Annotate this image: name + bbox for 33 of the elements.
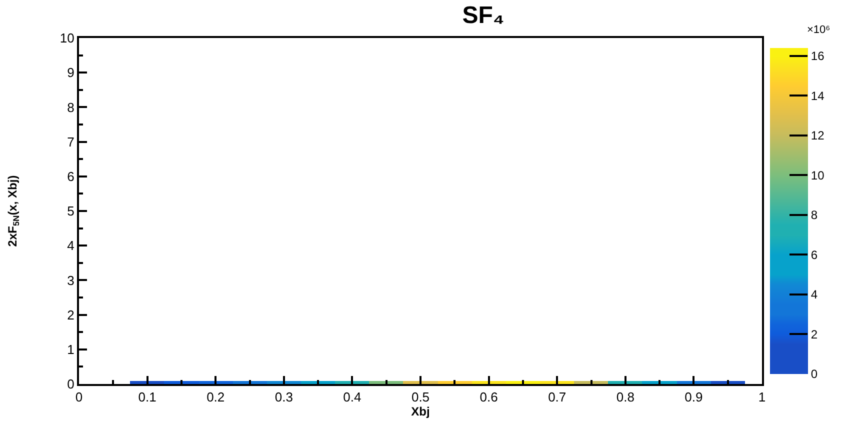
color-bar-label: 10 — [810, 168, 825, 182]
color-bar-label: 16 — [810, 49, 825, 64]
x-tick-label: 0.3 — [274, 390, 293, 405]
y-tick-label: 0 — [67, 376, 74, 392]
color-bar-label: 4 — [810, 288, 818, 302]
y-tick-label: 3 — [67, 272, 74, 288]
x-tick-label: 0.9 — [684, 390, 703, 405]
color-bar-label: 0 — [810, 367, 818, 382]
color-bar-label: 14 — [810, 88, 825, 103]
x-tick-label: 0.6 — [480, 390, 498, 405]
x-tick-label: 0.5 — [411, 390, 430, 405]
x-tick-label: 0.1 — [138, 390, 156, 405]
x-tick-label: 0.2 — [206, 390, 225, 405]
text: ×10⁶ — [807, 24, 830, 36]
y-tick-label: 9 — [67, 65, 74, 80]
y-tick-label: 4 — [67, 238, 74, 254]
x-tick-label: 0.4 — [343, 390, 362, 405]
y-tick-label: 8 — [67, 100, 74, 115]
color-bar-label: 2 — [810, 327, 818, 342]
chart-title: SF₄ — [462, 2, 504, 30]
y-tick-label: 1 — [67, 342, 74, 357]
x-tick-label: 0.7 — [548, 390, 566, 405]
color-bar-label: 12 — [810, 128, 825, 143]
y-tick-label: 5 — [67, 204, 74, 219]
y-tick-label: 6 — [67, 168, 74, 184]
x-axis-title: Xbj — [411, 404, 430, 419]
color-bar-label: 6 — [810, 248, 818, 262]
y-tick-label: 2 — [67, 307, 74, 322]
x-tick-label: 0.8 — [616, 390, 634, 405]
x-tick-label: 1 — [758, 390, 766, 405]
color-bar-label: 8 — [810, 208, 818, 222]
y-tick-label: 7 — [67, 134, 74, 150]
y-tick-label: 10 — [60, 30, 74, 46]
